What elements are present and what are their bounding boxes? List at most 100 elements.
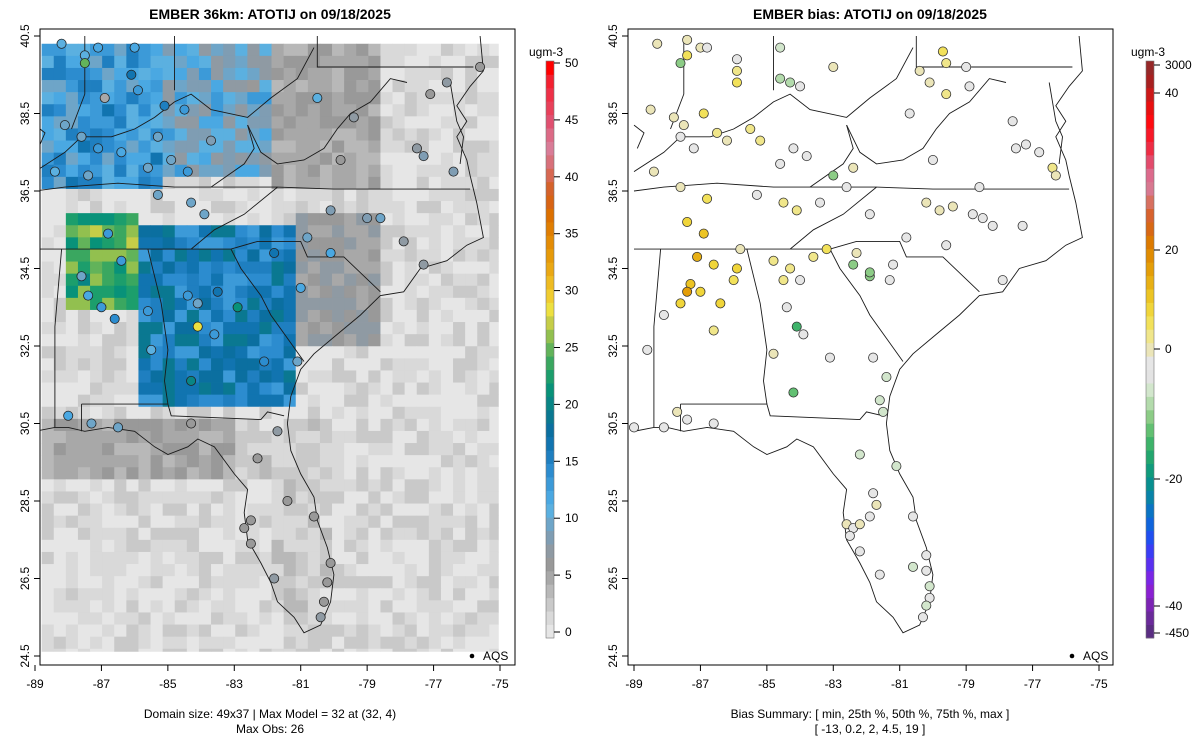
boundary-line bbox=[230, 240, 381, 293]
colorbar-tick-label: 20 bbox=[1165, 243, 1179, 257]
grid-cell bbox=[150, 539, 164, 553]
grid-cell bbox=[102, 430, 115, 444]
grid-cell bbox=[380, 140, 393, 154]
grid-cell bbox=[223, 551, 236, 565]
grid-cell bbox=[65, 539, 79, 553]
grid-cell bbox=[247, 237, 260, 250]
grid-cell bbox=[307, 249, 321, 262]
grid-cell bbox=[223, 80, 236, 93]
grid-cell bbox=[138, 648, 151, 652]
grid-cell bbox=[356, 297, 369, 311]
grid-cell bbox=[477, 358, 490, 371]
grid-cell bbox=[211, 164, 224, 178]
station-marker bbox=[755, 135, 766, 146]
grid-cell bbox=[198, 176, 212, 190]
grid-cell bbox=[77, 92, 91, 105]
grid-cell bbox=[77, 467, 91, 480]
grid-cell bbox=[77, 297, 91, 311]
grid-cell bbox=[332, 128, 345, 141]
grid-cell bbox=[440, 140, 454, 154]
grid-cell bbox=[114, 648, 127, 652]
grid-cell bbox=[53, 612, 67, 625]
grid-cell bbox=[392, 309, 406, 323]
grid-cell bbox=[53, 418, 67, 432]
grid-cell bbox=[392, 104, 406, 117]
grid-cell bbox=[138, 358, 151, 371]
station-marker bbox=[116, 255, 127, 266]
grid-cell bbox=[114, 588, 127, 601]
grid-cell bbox=[332, 213, 345, 226]
grid-cell bbox=[368, 406, 381, 420]
grid-cell bbox=[295, 261, 309, 275]
grid-cell bbox=[489, 237, 499, 250]
grid-cell bbox=[223, 394, 236, 408]
grid-cell bbox=[271, 624, 285, 638]
colorbar-segment bbox=[546, 275, 554, 290]
grid-cell bbox=[477, 430, 490, 444]
grid-cell bbox=[344, 176, 357, 190]
grid-cell bbox=[65, 588, 79, 601]
grid-cell bbox=[77, 406, 91, 420]
grid-cell bbox=[368, 479, 381, 492]
station-marker bbox=[252, 453, 263, 464]
grid-cell bbox=[126, 237, 139, 250]
grid-cell bbox=[102, 406, 115, 420]
boundary-line bbox=[1048, 82, 1063, 164]
grid-cell bbox=[211, 188, 224, 202]
grid-cell bbox=[319, 176, 333, 190]
grid-cell bbox=[380, 576, 393, 589]
grid-cell bbox=[428, 394, 442, 408]
grid-cell bbox=[186, 551, 200, 565]
grid-cell bbox=[453, 539, 466, 553]
grid-cell bbox=[428, 370, 442, 383]
grid-cell bbox=[53, 346, 67, 359]
grid-cell bbox=[307, 636, 321, 650]
grid-cell bbox=[235, 176, 248, 190]
grid-cell bbox=[211, 67, 224, 81]
grid-cell bbox=[162, 273, 176, 287]
grid-cell bbox=[465, 140, 478, 154]
grid-cell bbox=[380, 225, 393, 238]
grid-cell bbox=[295, 551, 309, 565]
grid-cell bbox=[356, 346, 369, 359]
grid-cell bbox=[307, 128, 321, 141]
grid-cell bbox=[380, 188, 393, 202]
grid-cell bbox=[247, 636, 260, 650]
grid-cell bbox=[319, 636, 333, 650]
grid-cell bbox=[368, 370, 381, 383]
grid-cell bbox=[465, 152, 478, 166]
grid-cell bbox=[126, 394, 139, 408]
grid-cell bbox=[174, 382, 188, 396]
grid-cell bbox=[283, 648, 297, 652]
grid-cell bbox=[53, 297, 67, 311]
grid-cell bbox=[356, 443, 369, 456]
grid-cell bbox=[380, 249, 393, 262]
grid-cell bbox=[295, 406, 309, 420]
grid-cell bbox=[307, 624, 321, 638]
grid-cell bbox=[368, 249, 381, 262]
grid-cell bbox=[126, 406, 139, 420]
grid-cell bbox=[223, 213, 236, 226]
grid-cell bbox=[307, 164, 321, 178]
grid-cell bbox=[53, 455, 67, 468]
grid-cell bbox=[65, 297, 79, 311]
grid-cell bbox=[198, 152, 212, 166]
grid-cell bbox=[259, 551, 272, 565]
colorbar-segment bbox=[1146, 490, 1154, 505]
grid-cell bbox=[380, 612, 393, 625]
grid-cell bbox=[65, 455, 79, 468]
grid-cell bbox=[259, 140, 272, 154]
grid-cell bbox=[271, 261, 285, 275]
grid-cell bbox=[428, 176, 442, 190]
grid-cell bbox=[295, 515, 309, 529]
grid-cell bbox=[344, 455, 357, 468]
grid-cell bbox=[392, 273, 406, 287]
grid-cell bbox=[319, 213, 333, 226]
colorbar-segment bbox=[546, 195, 554, 210]
grid-cell bbox=[477, 273, 490, 287]
left-subtitle-maxobs: Max Obs: 26 bbox=[236, 722, 304, 736]
grid-cell bbox=[102, 261, 115, 275]
grid-cell bbox=[319, 430, 333, 444]
grid-cell bbox=[319, 80, 333, 93]
grid-cell bbox=[223, 152, 236, 166]
